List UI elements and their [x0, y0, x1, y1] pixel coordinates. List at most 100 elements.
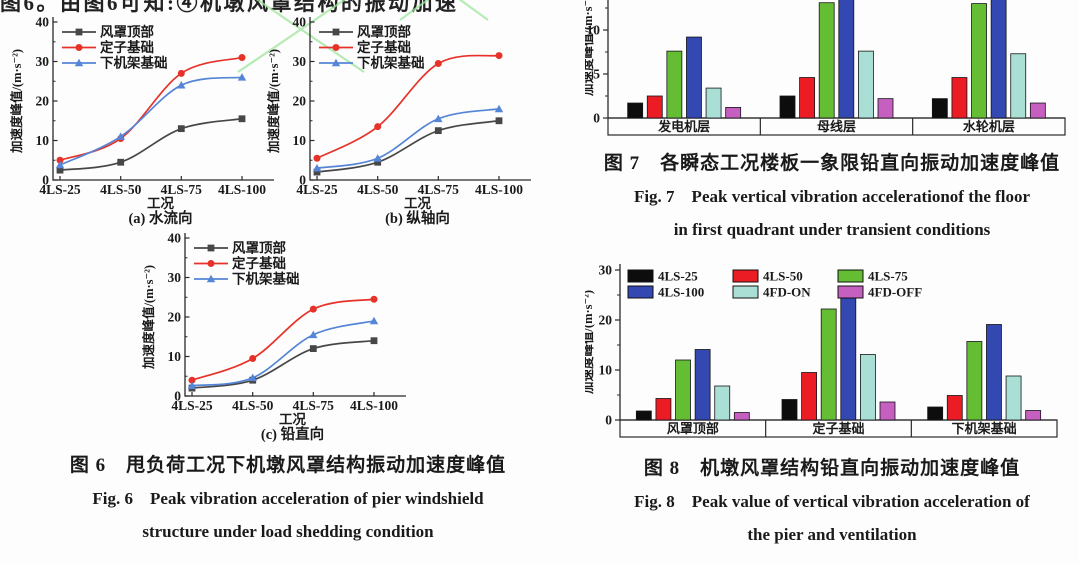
fig6-caption-en-2: structure under load shedding condition [142, 522, 434, 541]
bar-4LS-75-母线层 [818, 2, 835, 119]
bar-4LS-25-下机架基础 [927, 406, 944, 421]
bar-4FD-ON-下机架基础 [1005, 375, 1022, 421]
legend-swatch-4FD-ON [732, 285, 759, 299]
y-tick-label: 30 [168, 270, 182, 285]
category-label: 发电机层 [657, 119, 710, 134]
category-label: 水轮机层 [963, 119, 1015, 134]
category-label: 下机架基础 [952, 421, 1017, 436]
circle-marker [238, 54, 246, 62]
circle-marker [309, 305, 317, 313]
bar-4LS-25-发电机层 [627, 102, 644, 119]
y-tick-label: 20 [168, 310, 182, 325]
y-axis-label: 加速度峰值/(m·s⁻²) [10, 49, 24, 154]
y-tick-label: 10 [599, 363, 613, 378]
triangle-marker [237, 73, 247, 81]
legend-label: 下机架基础 [357, 55, 425, 71]
bar-4LS-50-母线层 [799, 77, 816, 119]
triangle-marker [74, 58, 84, 67]
axes [309, 17, 531, 181]
bar-4FD-OFF-母线层 [877, 98, 894, 119]
fig6-caption-en-1: Fig. 6 Peak vibration acceleration of pi… [92, 489, 484, 508]
series-line-风罩顶部 [191, 339, 375, 389]
y-axis-label: 加速度峰值/(m·s⁻²) [267, 49, 281, 154]
series-line-下机架基础 [191, 320, 375, 387]
x-tick-label: 4LS-75 [418, 182, 460, 197]
category-strip [607, 117, 1066, 136]
category-label: 风罩顶部 [667, 421, 719, 436]
square-marker [177, 125, 185, 133]
circle-marker [75, 44, 83, 51]
x-tick-label: 4LS-25 [171, 398, 213, 413]
fig8-caption-en-1: Fig. 8 Peak value of vertical vibration … [634, 492, 1030, 511]
legend-label: 4LS-75 [868, 269, 908, 284]
y-tick-label: 20 [293, 94, 307, 109]
triangle-marker [248, 373, 257, 382]
bar-4FD-OFF-风罩顶部 [733, 412, 750, 421]
bar-4LS-50-定子基础 [801, 372, 818, 421]
bar-4FD-OFF-定子基础 [879, 401, 896, 421]
y-tick-label: 30 [293, 54, 307, 69]
triangle-marker [116, 132, 125, 140]
triangle-marker [494, 104, 504, 113]
y-axis-label: 加速度峰值/(m·s⁻²) [142, 265, 156, 370]
triangle-marker [55, 160, 65, 169]
y-tick-label: 40 [293, 15, 307, 30]
triangle-marker [177, 81, 186, 89]
square-marker [495, 117, 503, 125]
square-marker [434, 127, 442, 135]
legend-swatch-4LS-25 [627, 269, 654, 283]
circle-marker [374, 123, 382, 131]
triangle-marker [206, 274, 216, 283]
y-tick-label: 10 [36, 133, 50, 148]
y-tick-label: 20 [599, 313, 613, 328]
x-axis-label: 工况 [279, 412, 306, 427]
circle-marker [434, 59, 442, 67]
subfigure-title: (b) 纵轴向 [385, 209, 450, 227]
legend-label: 风罩顶部 [357, 24, 411, 40]
bar-4LS-25-水轮机层 [931, 98, 948, 119]
fig6-caption: 图 6 甩负荷工况下机墩风罩结构振动加速度峰值 Fig. 6 Peak vibr… [10, 449, 566, 548]
legend-swatch-4FD-OFF [837, 285, 864, 299]
y-tick-label: 5 [593, 67, 600, 82]
legend-swatch-4LS-50 [732, 269, 759, 283]
triangle-marker [434, 114, 443, 123]
bar-4LS-100-水轮机层 [990, 0, 1007, 119]
category-label: 定子基础 [811, 421, 864, 436]
bar-4FD-OFF-水轮机层 [1029, 102, 1046, 119]
triangle-marker [312, 163, 322, 172]
category-strip [619, 419, 1058, 438]
bar-4LS-50-风罩顶部 [655, 398, 672, 421]
y-tick-label: 40 [36, 15, 50, 30]
x-tick-label: 4LS-100 [218, 182, 266, 197]
y-tick-label: 30 [36, 54, 50, 69]
series-line-风罩顶部 [316, 119, 500, 173]
triangle-marker [331, 58, 341, 67]
legend-label: 4FD-ON [763, 285, 811, 300]
y-tick-label: 20 [36, 94, 50, 109]
category-label: 母线层 [817, 119, 856, 134]
bar-4LS-25-风罩顶部 [635, 410, 652, 421]
x-tick-label: 4LS-50 [232, 398, 274, 413]
y-axis-label: 加速度峰值/(m·s⁻²) [585, 0, 595, 97]
bar-4LS-75-风罩顶部 [675, 359, 691, 421]
legend-label: 定子基础 [357, 39, 411, 55]
y-tick-label: 0 [605, 413, 612, 428]
circle-marker [188, 376, 196, 384]
x-tick-label: 4LS-100 [475, 182, 523, 197]
bar-4LS-100-发电机层 [686, 36, 702, 119]
legend-label: 定子基础 [232, 255, 286, 271]
y-tick-label: 10 [587, 23, 601, 38]
y-tick-label: 30 [599, 263, 613, 278]
triangle-marker [369, 316, 379, 325]
bar-4FD-OFF-下机架基础 [1025, 410, 1042, 421]
x-axis-label: 工况 [404, 196, 431, 211]
series-line-风罩顶部 [59, 117, 243, 171]
square-marker [117, 158, 125, 166]
y-tick-label: 0 [174, 389, 181, 404]
y-tick-label: 0 [593, 111, 600, 126]
square-marker [75, 28, 83, 36]
square-marker [309, 345, 317, 352]
bar-4LS-100-下机架基础 [986, 324, 1002, 421]
x-axis-label: 工况 [147, 196, 174, 211]
